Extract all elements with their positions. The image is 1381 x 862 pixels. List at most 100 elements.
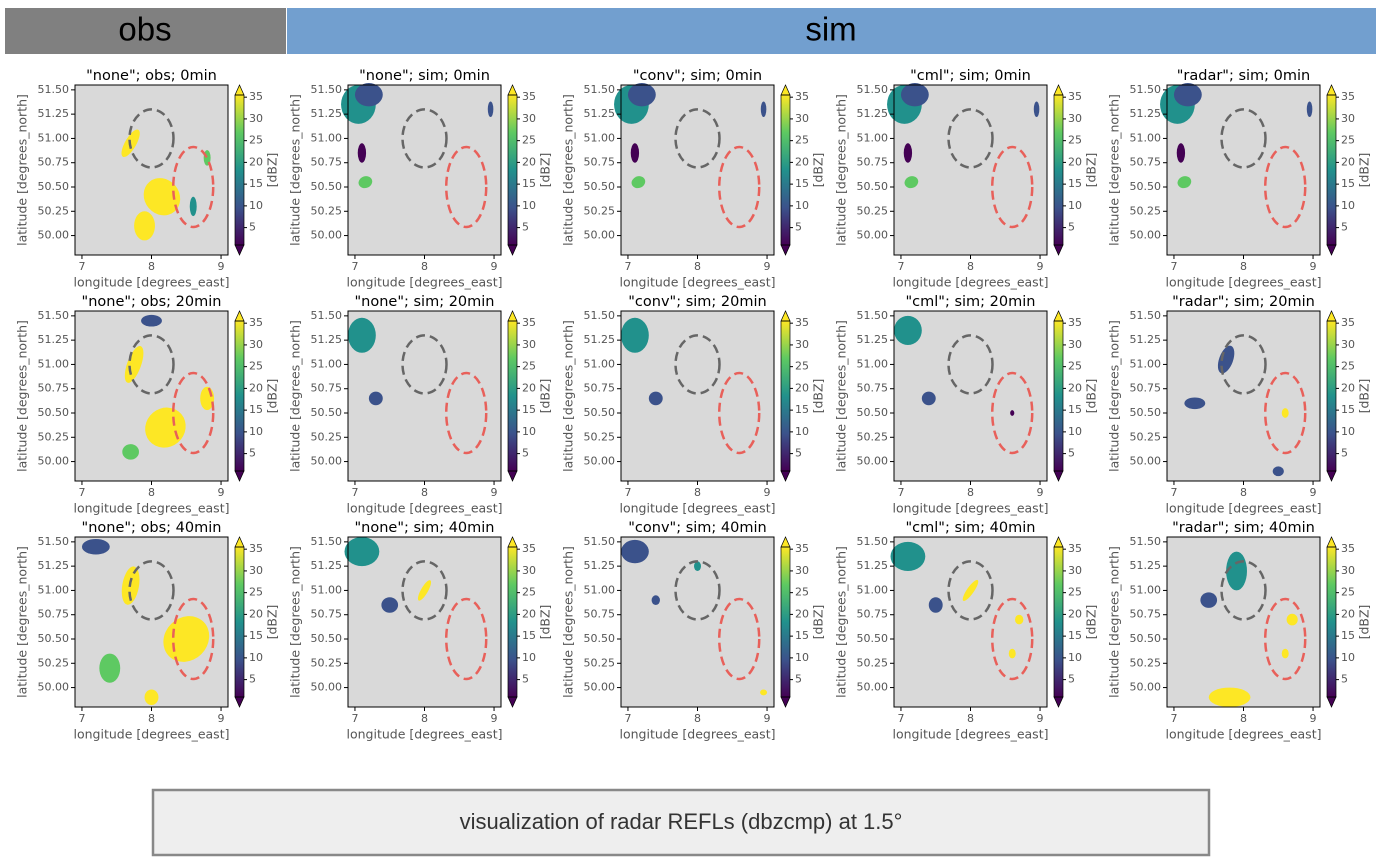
plot-area xyxy=(348,537,501,707)
colorbar-tick-label: 30 xyxy=(1068,338,1082,351)
colorbar-tick-label: 5 xyxy=(249,447,256,460)
colorbar-frame xyxy=(234,546,245,698)
colorbar-tick-label: 5 xyxy=(249,221,256,234)
echo xyxy=(962,579,979,601)
y-tick-label: 50.50 xyxy=(857,406,889,419)
colorbar-tick-label: 30 xyxy=(1341,564,1355,577)
echo xyxy=(928,597,943,613)
colorbar-frame xyxy=(1326,94,1337,246)
echo xyxy=(1010,410,1015,416)
x-tick-label: 9 xyxy=(491,712,498,725)
colorbar-extend xyxy=(1326,536,1337,548)
x-axis-label: longitude [degrees_east] xyxy=(620,275,776,290)
colorbar-tick-label: 20 xyxy=(1068,381,1082,394)
colorbar-tick-label: 35 xyxy=(1068,316,1082,329)
x-tick-label: 9 xyxy=(1310,712,1317,725)
x-axis-label: longitude [degrees_east] xyxy=(893,275,1049,290)
colorbar-tick-label: 25 xyxy=(522,360,536,373)
y-tick-label: 50.00 xyxy=(857,681,889,694)
panel-title: "none"; sim; 40min xyxy=(354,520,494,536)
colorbar-extend xyxy=(234,244,245,256)
region-marker xyxy=(990,597,1034,681)
panel-title: "none"; sim; 0min xyxy=(359,68,490,84)
y-tick-label: 51.25 xyxy=(1130,559,1162,572)
y-tick-label: 51.50 xyxy=(38,83,70,96)
y-tick-label: 50.25 xyxy=(1130,430,1162,443)
y-tick-label: 51.25 xyxy=(857,107,889,120)
x-tick-label: 9 xyxy=(764,712,771,725)
colorbar-tick-label: 20 xyxy=(795,607,809,620)
colorbar-tick-label: 35 xyxy=(249,542,263,555)
y-tick-label: 50.50 xyxy=(38,180,70,193)
y-tick-label: 50.00 xyxy=(1130,229,1162,242)
region-marker xyxy=(171,145,215,229)
colorbar-tick-label: 20 xyxy=(1068,155,1082,168)
colorbar-tick-label: 15 xyxy=(522,403,536,416)
colorbar-tick-label: 10 xyxy=(249,199,263,212)
echo xyxy=(621,539,649,564)
region-marker xyxy=(717,145,761,229)
colorbar-tick-label: 15 xyxy=(1068,177,1082,190)
x-tick-label: 7 xyxy=(351,486,358,499)
colorbar xyxy=(781,95,790,245)
y-tick-label: 50.75 xyxy=(1130,156,1162,169)
x-tick-label: 9 xyxy=(764,260,771,273)
echo xyxy=(144,689,159,706)
colorbar-tick-label: 15 xyxy=(795,629,809,642)
echo xyxy=(1272,466,1284,477)
obs-header: obs xyxy=(118,11,171,48)
y-tick-label: 51.50 xyxy=(311,535,343,548)
colorbar-extend xyxy=(780,470,791,482)
x-tick-label: 7 xyxy=(1170,486,1177,499)
y-tick-label: 50.50 xyxy=(1130,180,1162,193)
region-marker xyxy=(128,560,175,621)
plot-area xyxy=(894,311,1047,481)
colorbar-tick-label: 30 xyxy=(249,564,263,577)
x-tick-label: 8 xyxy=(694,486,701,499)
y-tick-label: 50.50 xyxy=(311,406,343,419)
colorbar-tick-label: 35 xyxy=(522,542,536,555)
region-marker xyxy=(444,597,488,681)
y-tick-label: 50.25 xyxy=(311,430,343,443)
colorbar-tick-label: 10 xyxy=(795,651,809,664)
colorbar-extend xyxy=(780,696,791,708)
y-tick-label: 51.25 xyxy=(584,107,616,120)
colorbar-extend xyxy=(1053,536,1064,548)
colorbar-frame xyxy=(234,320,245,472)
colorbar-extend xyxy=(234,470,245,482)
colorbar xyxy=(781,321,790,471)
panel-title: "radar"; sim; 20min xyxy=(1172,294,1315,310)
colorbar-frame xyxy=(1053,320,1064,472)
panel-title: "none"; obs; 20min xyxy=(82,294,222,310)
y-tick-label: 50.50 xyxy=(311,632,343,645)
colorbar-extend xyxy=(234,310,245,322)
colorbar-tick-label: 35 xyxy=(1068,542,1082,555)
y-tick-label: 50.00 xyxy=(584,229,616,242)
region-marker xyxy=(401,108,448,169)
y-axis-label: latitude [degrees_north] xyxy=(288,546,303,698)
x-axis-label: longitude [degrees_east] xyxy=(1166,275,1322,290)
colorbar-frame xyxy=(780,546,791,698)
colorbar-tick-label: 35 xyxy=(522,90,536,103)
colorbar-tick-label: 15 xyxy=(249,403,263,416)
x-tick-label: 8 xyxy=(421,260,428,273)
region-marker xyxy=(444,145,488,229)
region-marker xyxy=(947,108,994,169)
colorbar-frame xyxy=(1053,94,1064,246)
y-tick-label: 50.00 xyxy=(311,681,343,694)
x-tick-label: 9 xyxy=(218,260,225,273)
colorbar-tick-label: 10 xyxy=(522,199,536,212)
obs-header-bg xyxy=(5,8,286,54)
y-tick-label: 50.00 xyxy=(857,455,889,468)
x-tick-label: 8 xyxy=(967,712,974,725)
colorbar xyxy=(508,95,517,245)
echo xyxy=(651,595,660,606)
colorbar-tick-label: 10 xyxy=(1341,651,1355,664)
colorbar-frame xyxy=(1053,546,1064,698)
colorbar-tick-label: 35 xyxy=(795,316,809,329)
y-tick-label: 51.50 xyxy=(1130,535,1162,548)
x-tick-label: 7 xyxy=(897,260,904,273)
colorbar-tick-label: 5 xyxy=(522,447,529,460)
y-tick-label: 51.25 xyxy=(38,107,70,120)
y-axis-label: latitude [degrees_north] xyxy=(561,546,576,698)
